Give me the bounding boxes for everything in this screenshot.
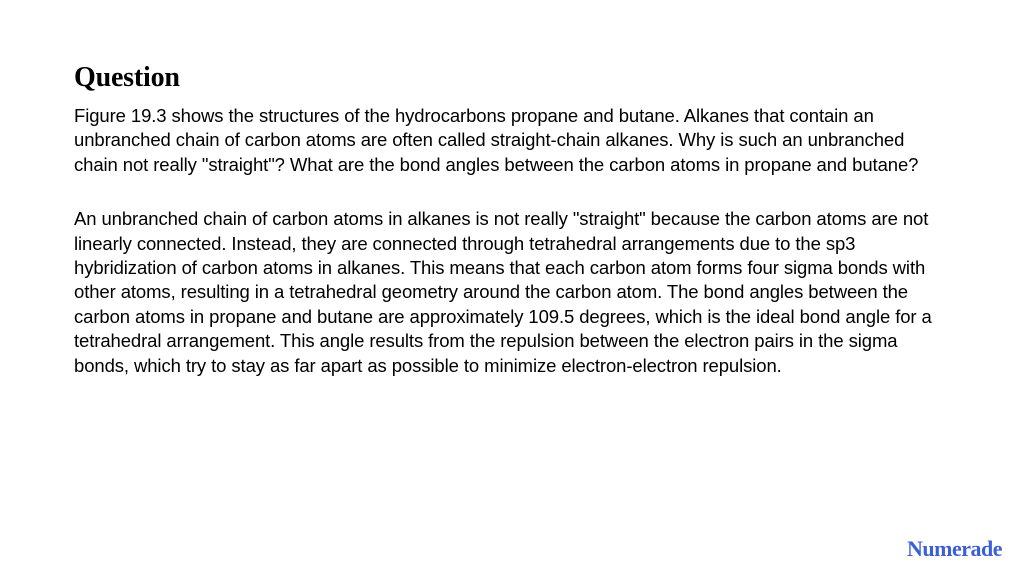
answer-text: An unbranched chain of carbon atoms in a… bbox=[74, 207, 950, 378]
question-text: Figure 19.3 shows the structures of the … bbox=[74, 104, 950, 177]
question-heading: Question bbox=[74, 62, 950, 94]
page-container: Question Figure 19.3 shows the structure… bbox=[0, 0, 1024, 576]
brand-logo: Numerade bbox=[907, 536, 1002, 562]
